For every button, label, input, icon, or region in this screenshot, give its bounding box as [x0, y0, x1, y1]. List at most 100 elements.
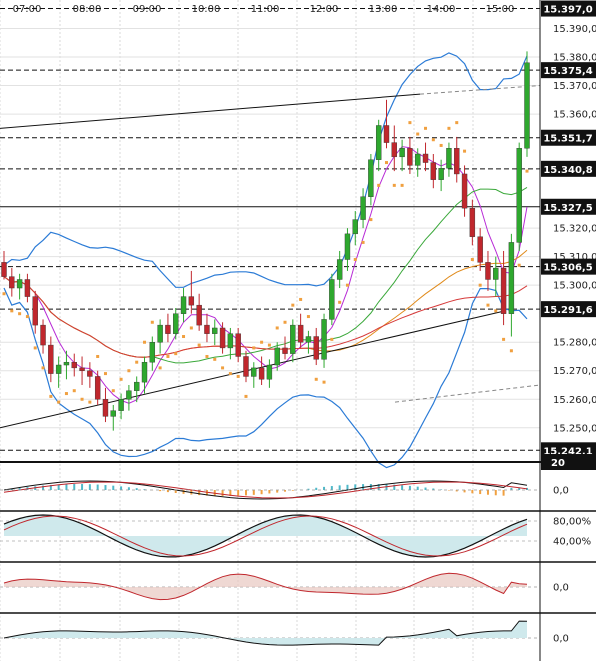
candle-body: [188, 296, 195, 306]
candle-body: [415, 153, 421, 166]
candle-body: [391, 142, 397, 158]
candle-body: [407, 148, 413, 166]
candle-body: [235, 333, 241, 357]
macd-line: [3, 480, 528, 500]
price-tick-label: 15.250,0: [553, 423, 596, 434]
sar-dot: [361, 240, 365, 244]
price-level-box: [541, 62, 596, 79]
sar-dot: [463, 149, 467, 153]
candle-body: [329, 279, 335, 320]
time-tick-label: 09:00: [133, 4, 162, 15]
candle-body: [313, 336, 319, 360]
sar-dot: [478, 283, 482, 287]
candle-body: [297, 324, 304, 343]
sar-dot: [408, 121, 412, 125]
price-panel: [0, 8, 541, 469]
price-level-box: [541, 129, 596, 146]
sar-dot: [377, 183, 381, 187]
sar-dot: [2, 292, 6, 296]
sar-dot: [205, 354, 209, 358]
trendline-resistance: [0, 93, 421, 129]
price-level-box: [541, 0, 596, 17]
candle-body: [508, 242, 515, 314]
sar-dot: [72, 389, 76, 393]
sar-dot: [306, 315, 310, 319]
candle-body: [55, 364, 62, 374]
sar-dot: [431, 138, 435, 142]
time-tick-label: 13:00: [369, 4, 398, 15]
candle-body: [485, 262, 491, 280]
candle-body: [258, 367, 265, 380]
price-tick-label: 15.300,0: [553, 281, 596, 292]
time-tick-label: 11:00: [251, 4, 280, 15]
sar-dot: [103, 372, 107, 376]
candle-body: [157, 324, 163, 343]
candle-body: [352, 219, 358, 235]
candle-body: [266, 364, 273, 380]
stoch-d-line: [3, 515, 528, 557]
candle-body: [469, 207, 476, 237]
sar-dot: [174, 352, 178, 356]
candle-body: [360, 196, 366, 220]
price-level-label: 15.351,7: [543, 134, 592, 145]
price-tick-label: 15.310,0: [553, 252, 596, 263]
sar-dot: [182, 335, 186, 339]
sar-dot: [119, 377, 123, 381]
time-tick-label: 15:00: [486, 4, 515, 15]
sar-dot: [439, 143, 443, 147]
sar-dot: [135, 360, 139, 364]
candle-body: [446, 148, 452, 169]
candle-body: [375, 125, 382, 160]
osc-line: [3, 620, 528, 646]
candle-body: [344, 233, 351, 260]
price-level-box: [541, 258, 596, 275]
sar-dot: [517, 263, 521, 267]
candle-body: [173, 313, 179, 334]
candle-body: [305, 336, 312, 343]
sar-dot: [236, 374, 240, 378]
sar-dot: [400, 183, 404, 187]
sar-dot: [369, 218, 373, 222]
price-tick-label: 15.270,0: [553, 366, 596, 377]
price-tick-label: 15.370,0: [553, 81, 596, 92]
price-tick-label: 15.380,0: [553, 53, 596, 64]
sar-dot: [158, 366, 162, 370]
sar-dot: [392, 183, 396, 187]
sar-dot: [228, 372, 232, 376]
candle-body: [9, 276, 15, 289]
bottom-box: [541, 454, 596, 470]
price-level-label: 15.291,6: [543, 305, 592, 316]
candle-body: [165, 324, 171, 334]
time-tick-label: 12:00: [310, 4, 339, 15]
sar-dot: [221, 366, 225, 370]
sar-dot: [267, 343, 271, 347]
sar-dot: [330, 337, 334, 341]
sar-dot: [57, 400, 61, 404]
candle-body: [461, 173, 468, 209]
sar-dot: [416, 132, 420, 136]
candle-body: [32, 296, 38, 326]
candle-body: [118, 399, 124, 411]
price-level-label: 15.242,1: [543, 446, 592, 457]
time-tick-label: 07:00: [13, 4, 42, 15]
sar-dot: [486, 303, 490, 307]
sar-dot: [111, 389, 115, 393]
momentum-line: [3, 572, 528, 601]
candle-body: [430, 162, 437, 180]
sar-dot: [166, 354, 170, 358]
trendline-resistance-ext: [419, 85, 541, 95]
candle-body: [493, 267, 499, 280]
candle-body: [227, 333, 234, 349]
sar-dot: [525, 169, 529, 173]
sar-dot: [88, 400, 92, 404]
price-tick-label: 15.360,0: [553, 110, 596, 121]
candle-body: [500, 267, 507, 314]
price-level-label: 15.375,4: [543, 66, 592, 77]
sar-dot: [447, 126, 451, 130]
sar-dot: [509, 349, 513, 353]
candle-body: [24, 279, 31, 297]
sar-dot: [197, 343, 201, 347]
macd-tick-label: 0,0: [553, 486, 569, 497]
